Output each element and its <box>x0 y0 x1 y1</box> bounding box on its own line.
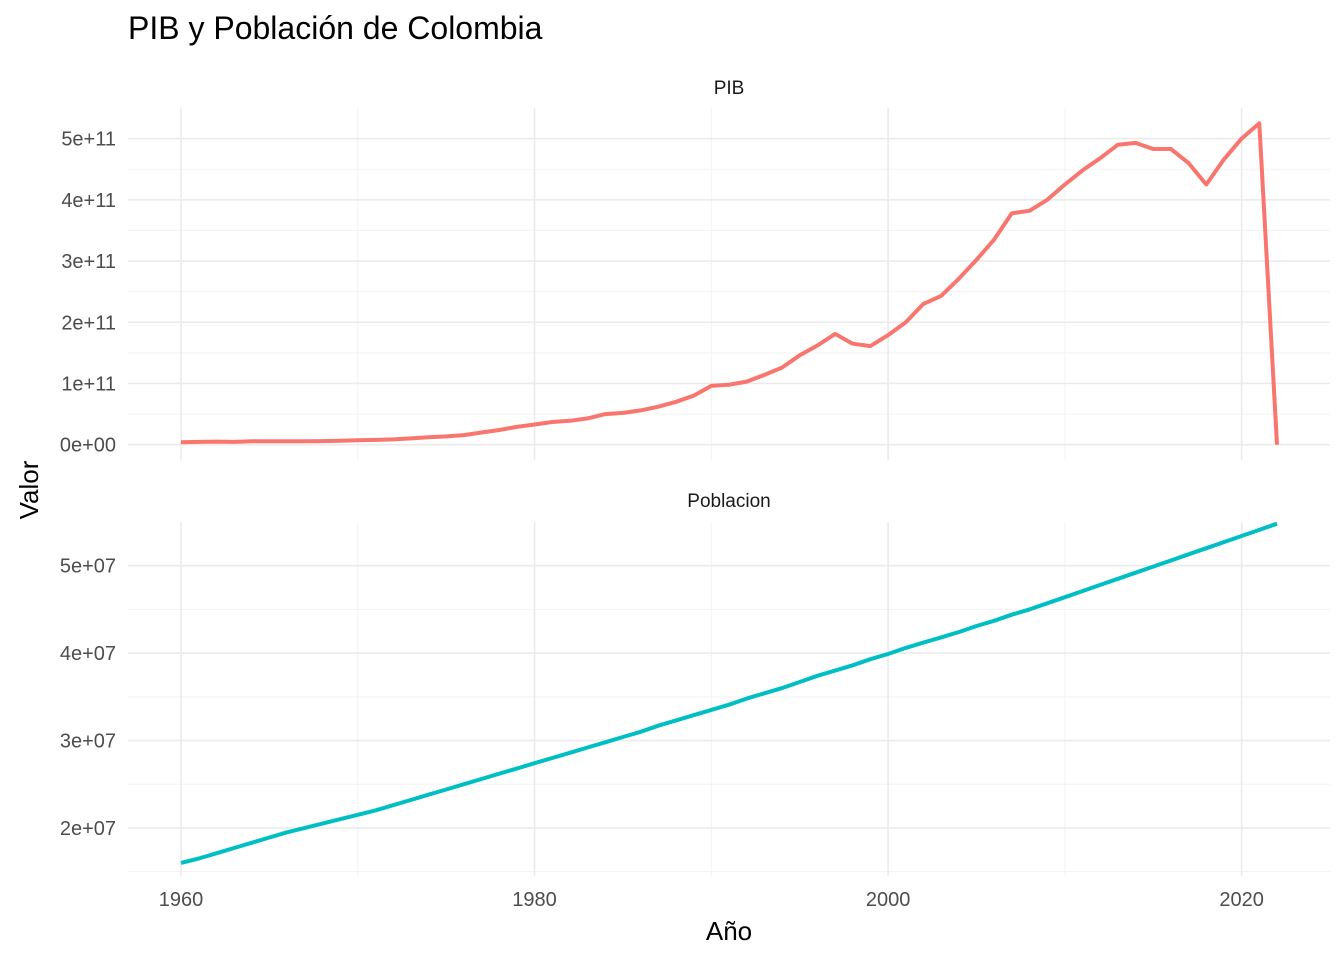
facet-label: PIB <box>714 78 745 99</box>
y-tick-label: 1e+11 <box>61 373 116 395</box>
series-line-poblacion <box>180 521 1278 865</box>
x-tick-label: 1980 <box>512 889 557 911</box>
y-tick-label: 3e+11 <box>61 251 116 273</box>
facet-label: Poblacion <box>687 491 770 512</box>
y-tick-label: 4e+11 <box>61 190 116 212</box>
y-tick-label: 0e+00 <box>60 435 116 457</box>
x-tick-label: 2000 <box>866 889 911 911</box>
chart-title: PIB y Población de Colombia <box>128 10 543 46</box>
series-line-pib <box>180 121 1279 445</box>
x-tick-label: 2020 <box>1219 889 1264 911</box>
x-axis-title: Año <box>706 916 752 946</box>
x-tick-label: 1960 <box>159 889 204 911</box>
y-tick-label: 2e+07 <box>60 818 116 840</box>
y-axis-title: Valor <box>14 460 44 519</box>
y-tick-label: 3e+07 <box>60 731 116 753</box>
y-tick-label: 5e+11 <box>61 129 116 151</box>
y-tick-label: 4e+07 <box>60 643 116 665</box>
y-tick-label: 5e+07 <box>60 556 116 578</box>
y-tick-label: 2e+11 <box>61 312 116 334</box>
